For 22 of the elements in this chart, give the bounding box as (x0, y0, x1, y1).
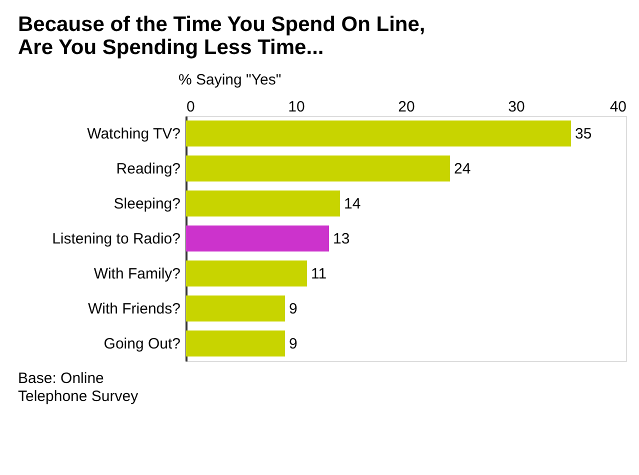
x-tick-label: 0 (186, 98, 195, 116)
x-axis-title: % Saying "Yes" (178, 72, 282, 88)
data-label: 24 (454, 160, 471, 178)
data-label: 14 (344, 196, 361, 212)
chart-title: Because of the Time You Spend On Line, Are You Spending Less Time... (18, 13, 426, 59)
y-tick-label: Sleeping? (114, 196, 180, 212)
data-label: 9 (289, 300, 298, 318)
y-tick-label: Watching TV? (87, 126, 180, 142)
x-tick-label: 30 (508, 98, 525, 116)
data-label: 9 (289, 336, 298, 352)
text: Base: Online Telephone Survey (18, 370, 139, 405)
y-tick-label: With Family? (94, 266, 180, 282)
y-tick-label: With Friends? (88, 300, 180, 318)
x-tick-label: 10 (288, 98, 305, 116)
y-tick-label: Listening to Radio? (52, 230, 180, 248)
data-label: 35 (575, 126, 592, 142)
x-tick-label: 20 (398, 98, 415, 116)
y-tick-label: Going Out? (104, 336, 180, 352)
data-label: 13 (333, 230, 350, 248)
x-tick-label: 40 (610, 98, 626, 116)
y-tick-label: Reading? (116, 160, 180, 178)
data-label: 11 (311, 266, 327, 282)
